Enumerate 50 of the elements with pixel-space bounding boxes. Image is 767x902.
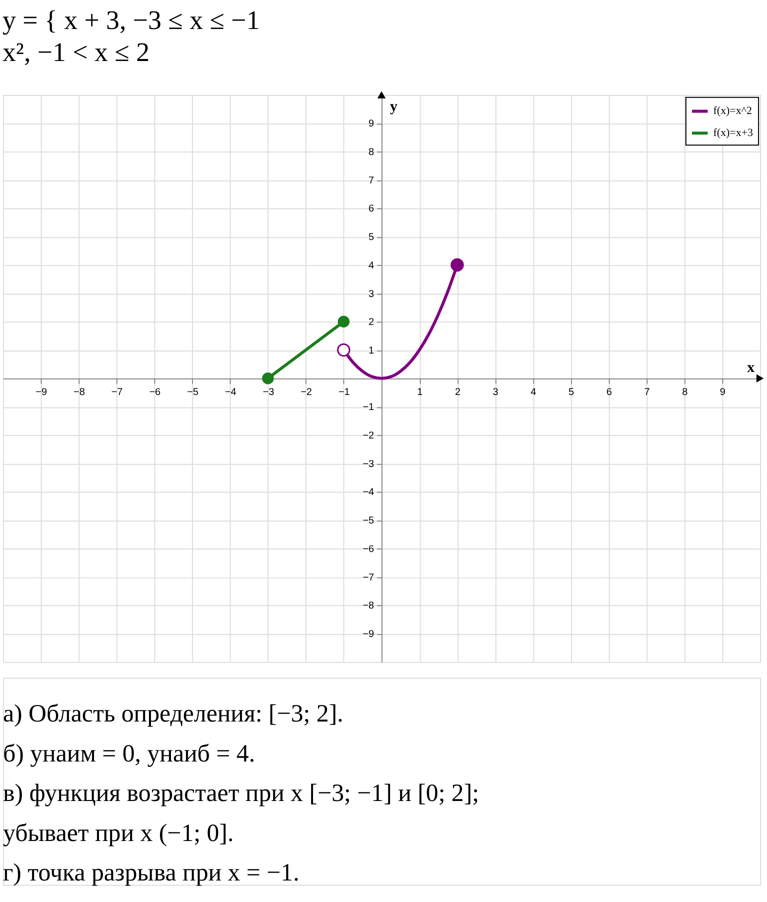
x-tick-label: 4 bbox=[530, 386, 537, 398]
x-tick-label: 7 bbox=[644, 386, 650, 398]
text: в) функция возрастает при x [−3; −1] и [0; 2]; bbox=[2, 780, 480, 808]
y-tick-label: −8 bbox=[362, 600, 375, 612]
y-tick-label: 2 bbox=[368, 317, 375, 328]
x-tick-label: −3 bbox=[262, 386, 275, 398]
x-tick-label: −1 bbox=[338, 386, 350, 398]
y-tick-label: −9 bbox=[362, 629, 375, 640]
y-tick-label: 7 bbox=[368, 175, 375, 186]
x-axis-title: x bbox=[747, 360, 756, 376]
x-tick-label: −7 bbox=[111, 386, 124, 398]
y-tick-label: −5 bbox=[362, 516, 375, 527]
y-tick-label: 5 bbox=[368, 232, 375, 244]
point bbox=[262, 372, 274, 384]
x-tick-label: −6 bbox=[149, 386, 162, 398]
y-tick-label: −2 bbox=[362, 430, 375, 442]
x-tick-label: −4 bbox=[224, 386, 237, 398]
x-tick-label: 5 bbox=[568, 386, 575, 398]
legend-label: f(x)=x+3 bbox=[713, 127, 754, 140]
x-tick-label: 8 bbox=[682, 386, 688, 398]
x-tick-label: −8 bbox=[74, 386, 86, 398]
y-tick-label: −4 bbox=[362, 487, 375, 498]
y-tick-label: 3 bbox=[368, 288, 375, 300]
x-tick-label: 9 bbox=[720, 386, 726, 398]
x-tick-label: −9 bbox=[36, 386, 48, 398]
x-tick-label: −2 bbox=[300, 386, 312, 398]
y-tick-label: −1 bbox=[362, 402, 375, 414]
text: г) точка разрыва при x = −1. bbox=[2, 860, 300, 887]
y-tick-label: 8 bbox=[368, 147, 375, 158]
y-tick-label: 9 bbox=[368, 118, 375, 130]
legend-label: f(x)=x^2 bbox=[713, 105, 752, 118]
y-tick-label: −7 bbox=[362, 572, 375, 584]
y-tick-label: 6 bbox=[368, 204, 375, 215]
y-tick-label: 1 bbox=[368, 345, 375, 356]
chart-title: y = { x + 3, −3 ≤ x ≤ −1 x², −1 < x ≤ 2 bbox=[2, 5, 260, 67]
point bbox=[337, 343, 350, 357]
x-tick-label: 1 bbox=[417, 386, 424, 398]
text: б) yнаим = 0, yнаиб = 4. bbox=[2, 740, 256, 768]
x-tick-label: −5 bbox=[187, 386, 199, 398]
x-tick-label: 6 bbox=[606, 386, 612, 398]
point bbox=[338, 316, 350, 328]
y-tick-label: 4 bbox=[368, 260, 375, 272]
y-tick-label: −6 bbox=[362, 544, 375, 555]
text: а) Область определения: [−3; 2]. bbox=[2, 700, 344, 728]
x-tick-label: 3 bbox=[492, 386, 499, 398]
point bbox=[450, 258, 464, 272]
x-tick-label: 2 bbox=[454, 386, 461, 398]
y-tick-label: −3 bbox=[362, 458, 375, 470]
y-axis-title: y bbox=[390, 99, 398, 116]
text: убывает при x (−1; 0]. bbox=[2, 820, 234, 847]
